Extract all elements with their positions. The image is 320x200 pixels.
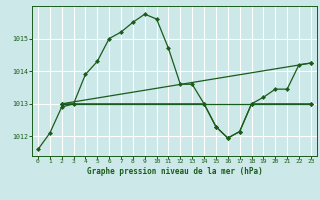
X-axis label: Graphe pression niveau de la mer (hPa): Graphe pression niveau de la mer (hPa) <box>86 167 262 176</box>
